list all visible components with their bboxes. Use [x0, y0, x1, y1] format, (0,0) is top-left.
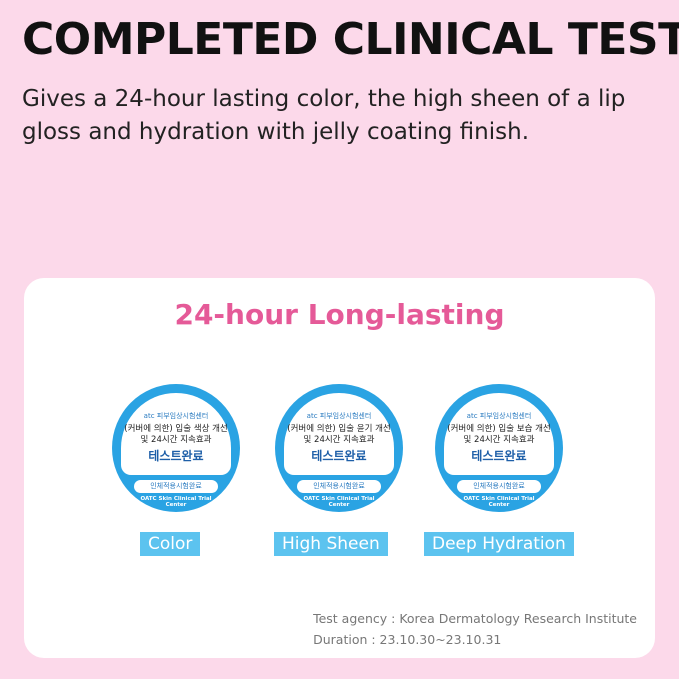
badge-pill: 인체적용시험완료 — [457, 480, 541, 493]
page-title: COMPLETED CLINICAL TEST — [22, 14, 679, 65]
test-complete-badge: atc 피부임상시험센터 (커버에 의한) 입술 색상 개선 및 24시간 지속효… — [112, 384, 240, 512]
card-title: 24-hour Long-lasting — [174, 298, 505, 331]
badge-ring-text: OATC Skin Clinical Trial Center — [140, 496, 212, 508]
badge-result: 테스트완료 — [311, 449, 367, 463]
atc-logo: atc 피부임상시험센터 — [466, 412, 532, 420]
badge-line2: 및 24시간 지속효과 — [303, 435, 375, 445]
badge-pill: 인체적용시험완료 — [134, 480, 218, 493]
atc-logo: atc 피부임상시험센터 — [306, 412, 372, 420]
badge-result: 테스트완료 — [471, 449, 527, 463]
badge-result: 테스트완료 — [148, 449, 204, 463]
badge-label: High Sheen — [274, 532, 388, 556]
badge-label: Color — [140, 532, 201, 556]
badge-line1: (커버에 의한) 입술 보습 개선 — [447, 424, 551, 434]
badge-line2: 및 24시간 지속효과 — [140, 435, 212, 445]
test-info: Test agency : Korea Dermatology Research… — [313, 608, 637, 650]
badge-pill: 인체적용시험완료 — [297, 480, 381, 493]
test-complete-badge: atc 피부임상시험센터 (커버에 의한) 입술 윤기 개선 및 24시간 지속효… — [275, 384, 403, 512]
badge-line1: (커버에 의한) 입술 색상 개선 — [124, 424, 228, 434]
badge-ring-text: OATC Skin Clinical Trial Center — [463, 496, 535, 508]
test-duration: Duration : 23.10.30~23.10.31 — [313, 632, 502, 647]
clinical-test-card: 24-hour Long-lasting atc 피부임상시험센터 (커버에 의… — [24, 278, 655, 658]
badge-line1: (커버에 의한) 입술 윤기 개선 — [287, 424, 391, 434]
badge-line2: 및 24시간 지속효과 — [463, 435, 535, 445]
page-subtitle: Gives a 24-hour lasting color, the high … — [22, 86, 626, 145]
test-complete-badge: atc 피부임상시험센터 (커버에 의한) 입술 보습 개선 및 24시간 지속효… — [435, 384, 563, 512]
atc-logo: atc 피부임상시험센터 — [143, 412, 209, 420]
badge-ring-text: OATC Skin Clinical Trial Center — [303, 496, 375, 508]
test-agency: Test agency : Korea Dermatology Research… — [313, 611, 637, 626]
badge-label: Deep Hydration — [424, 532, 574, 556]
